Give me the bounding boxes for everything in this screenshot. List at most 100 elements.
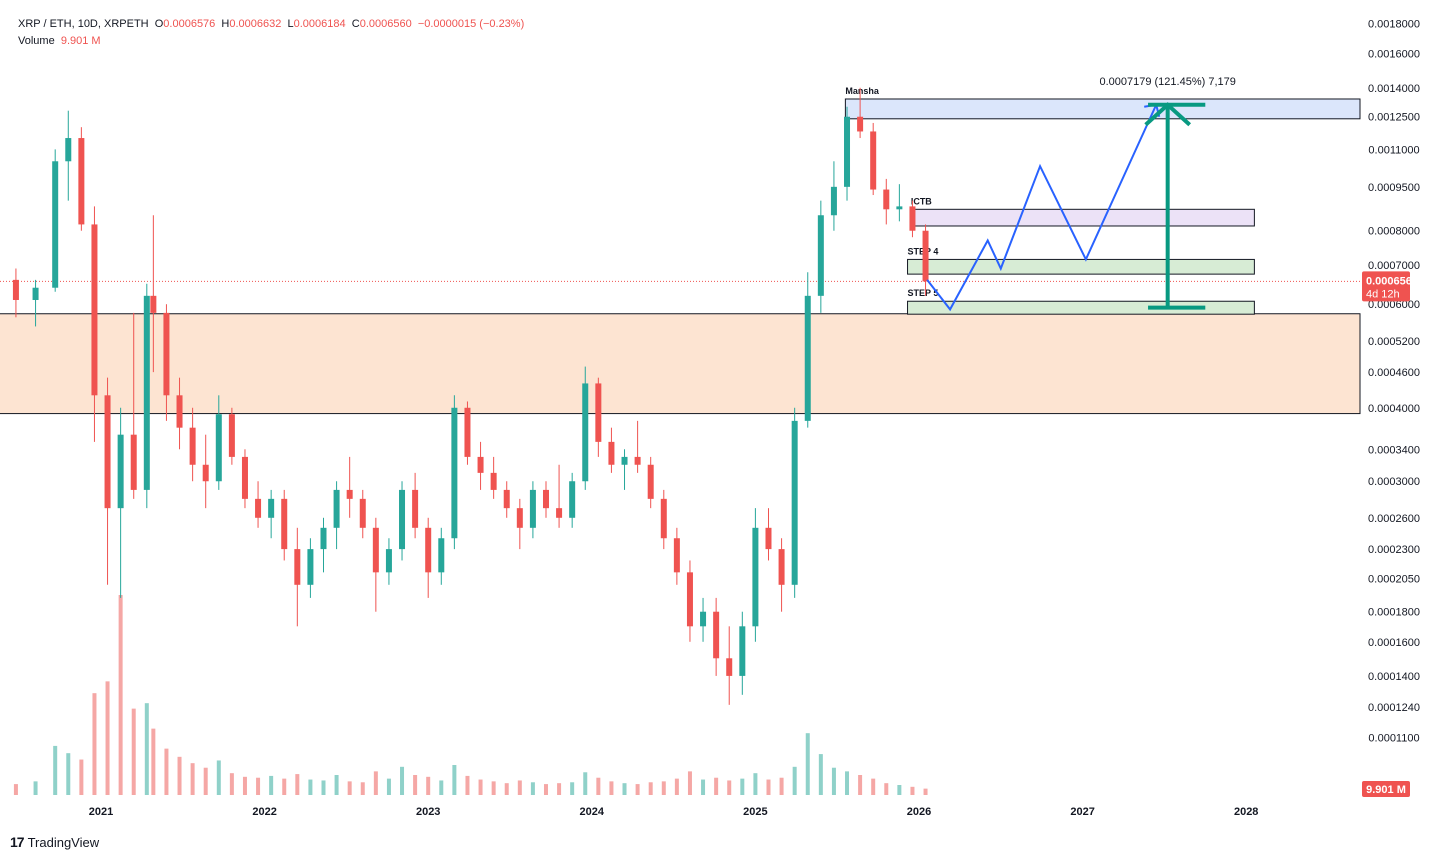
candle-body-36 xyxy=(425,527,432,573)
volume-bar-74 xyxy=(923,788,928,795)
symbol-label[interactable]: XRP / ETH, 10D, XRPETH xyxy=(18,18,149,30)
y-tick-21: 0.0001100 xyxy=(1368,732,1419,744)
volume-bar-57 xyxy=(701,779,706,795)
volume-bar-41 xyxy=(491,781,496,795)
candle-body-25 xyxy=(281,498,288,550)
volume-bar-37 xyxy=(439,780,444,795)
volume-bar-17 xyxy=(177,756,182,795)
tradingview-logo-icon: 17 xyxy=(10,834,25,850)
volume-bar-25 xyxy=(282,778,287,795)
volume-bar-47 xyxy=(570,782,575,795)
zone-3 xyxy=(907,258,1255,275)
candle-body-59 xyxy=(726,658,733,676)
volume-bar-18 xyxy=(190,763,195,795)
volume-bar-73 xyxy=(910,786,915,795)
volume-bar-11 xyxy=(105,681,110,795)
candle-body-32 xyxy=(372,527,379,573)
tradingview-brand[interactable]: 17 TradingView xyxy=(10,834,99,850)
zone-1 xyxy=(844,98,1361,120)
y-tick-5: 0.0009500 xyxy=(1368,182,1420,194)
volume-bar-55 xyxy=(674,778,679,795)
candle-body-35 xyxy=(412,489,419,528)
y-tick-10: 0.0004600 xyxy=(1368,367,1420,379)
y-tick-11: 0.0004000 xyxy=(1368,403,1420,415)
candle-body-68 xyxy=(844,116,851,187)
candle-body-34 xyxy=(399,489,406,550)
candle-body-38 xyxy=(451,407,458,539)
volume-bar-68 xyxy=(845,771,850,795)
candle-body-29 xyxy=(333,489,340,528)
candle-body-20 xyxy=(215,414,222,482)
y-tick-7: 0.0007000 xyxy=(1368,260,1420,272)
candle-body-61 xyxy=(752,527,759,627)
volume-bar-23 xyxy=(256,777,261,795)
y-tick-14: 0.0002600 xyxy=(1368,513,1420,525)
volume-label[interactable]: Volume xyxy=(18,35,55,47)
x-tick-2: 2023 xyxy=(416,806,440,818)
candle-body-45 xyxy=(542,489,549,509)
volume-bar-27 xyxy=(308,779,313,795)
volume-bar-62 xyxy=(766,779,771,795)
y-tick-0: 0.0018000 xyxy=(1368,19,1420,31)
candle-body-63 xyxy=(778,549,785,585)
volume-bar-19 xyxy=(203,767,208,795)
y-tick-2: 0.0014000 xyxy=(1368,83,1420,95)
zone-label-2: ICTB xyxy=(911,196,932,206)
candle-body-51 xyxy=(621,456,628,465)
volume-bar-8 xyxy=(66,753,71,795)
candle-body-13 xyxy=(130,434,137,490)
zone-label-1: Mansha xyxy=(845,86,880,96)
candle-body-40 xyxy=(477,456,484,473)
volume-bar-38 xyxy=(452,765,457,795)
candle-body-72 xyxy=(896,206,903,210)
open-label: O xyxy=(154,18,164,30)
chart-legend: XRP / ETH, 10D, XRPETH O0.0006576 H0.000… xyxy=(18,16,524,50)
x-tick-4: 2025 xyxy=(743,806,767,818)
price-tag-value: 0.0006560 xyxy=(1366,275,1418,287)
candle-body-57 xyxy=(700,611,707,627)
high-value: 0.0006632 xyxy=(229,18,282,30)
x-tick-1: 2022 xyxy=(252,806,276,818)
price-tag xyxy=(1362,271,1410,302)
volume-bar-5 xyxy=(13,784,18,795)
candle-body-23 xyxy=(255,498,262,518)
candle-body-26 xyxy=(294,549,301,585)
volume-bar-65 xyxy=(805,733,810,795)
volume-bar-30 xyxy=(347,781,352,795)
volume-bars xyxy=(13,595,928,795)
price-tag-countdown: 4d 12h xyxy=(1366,288,1400,300)
candle-body-10 xyxy=(91,224,98,396)
candle-body-21 xyxy=(228,414,235,457)
candle-body-12 xyxy=(117,434,124,509)
y-tick-3: 0.0012500 xyxy=(1368,112,1420,124)
volume-bar-46 xyxy=(557,783,562,795)
volume-bar-24 xyxy=(269,775,274,795)
y-tick-13: 0.0003000 xyxy=(1368,476,1420,488)
volume-tag-value: 9.901 M xyxy=(1366,784,1406,796)
zone-label-4: STEP 5 xyxy=(908,288,939,298)
projection-path xyxy=(926,103,1161,312)
volume-bar-12 xyxy=(118,595,123,795)
volume-bar-14 xyxy=(144,703,149,795)
volume-bar-69 xyxy=(858,775,863,795)
volume-bar-33 xyxy=(386,778,391,795)
volume-bar-48 xyxy=(583,772,588,795)
volume-bar-43 xyxy=(517,780,522,795)
candle-body-8 xyxy=(65,138,72,162)
volume-bar-60 xyxy=(740,778,745,795)
volume-bar-40 xyxy=(478,779,483,795)
y-tick-9: 0.0005200 xyxy=(1368,336,1420,348)
volume-bar-44 xyxy=(530,782,535,795)
volume-bar-16 xyxy=(164,748,169,795)
candles xyxy=(12,87,929,705)
target-measure: 0.0007179 (121.45%) 7,179 xyxy=(1099,76,1236,310)
ohlc-line: XRP / ETH, 10D, XRPETH O0.0006576 H0.000… xyxy=(18,16,524,33)
brand-name: TradingView xyxy=(27,834,100,850)
candle-body-33 xyxy=(385,549,392,573)
candle-body-31 xyxy=(359,498,366,528)
zone-0 xyxy=(0,313,1361,415)
candle-body-47 xyxy=(569,481,576,518)
candle-body-7 xyxy=(52,161,59,288)
